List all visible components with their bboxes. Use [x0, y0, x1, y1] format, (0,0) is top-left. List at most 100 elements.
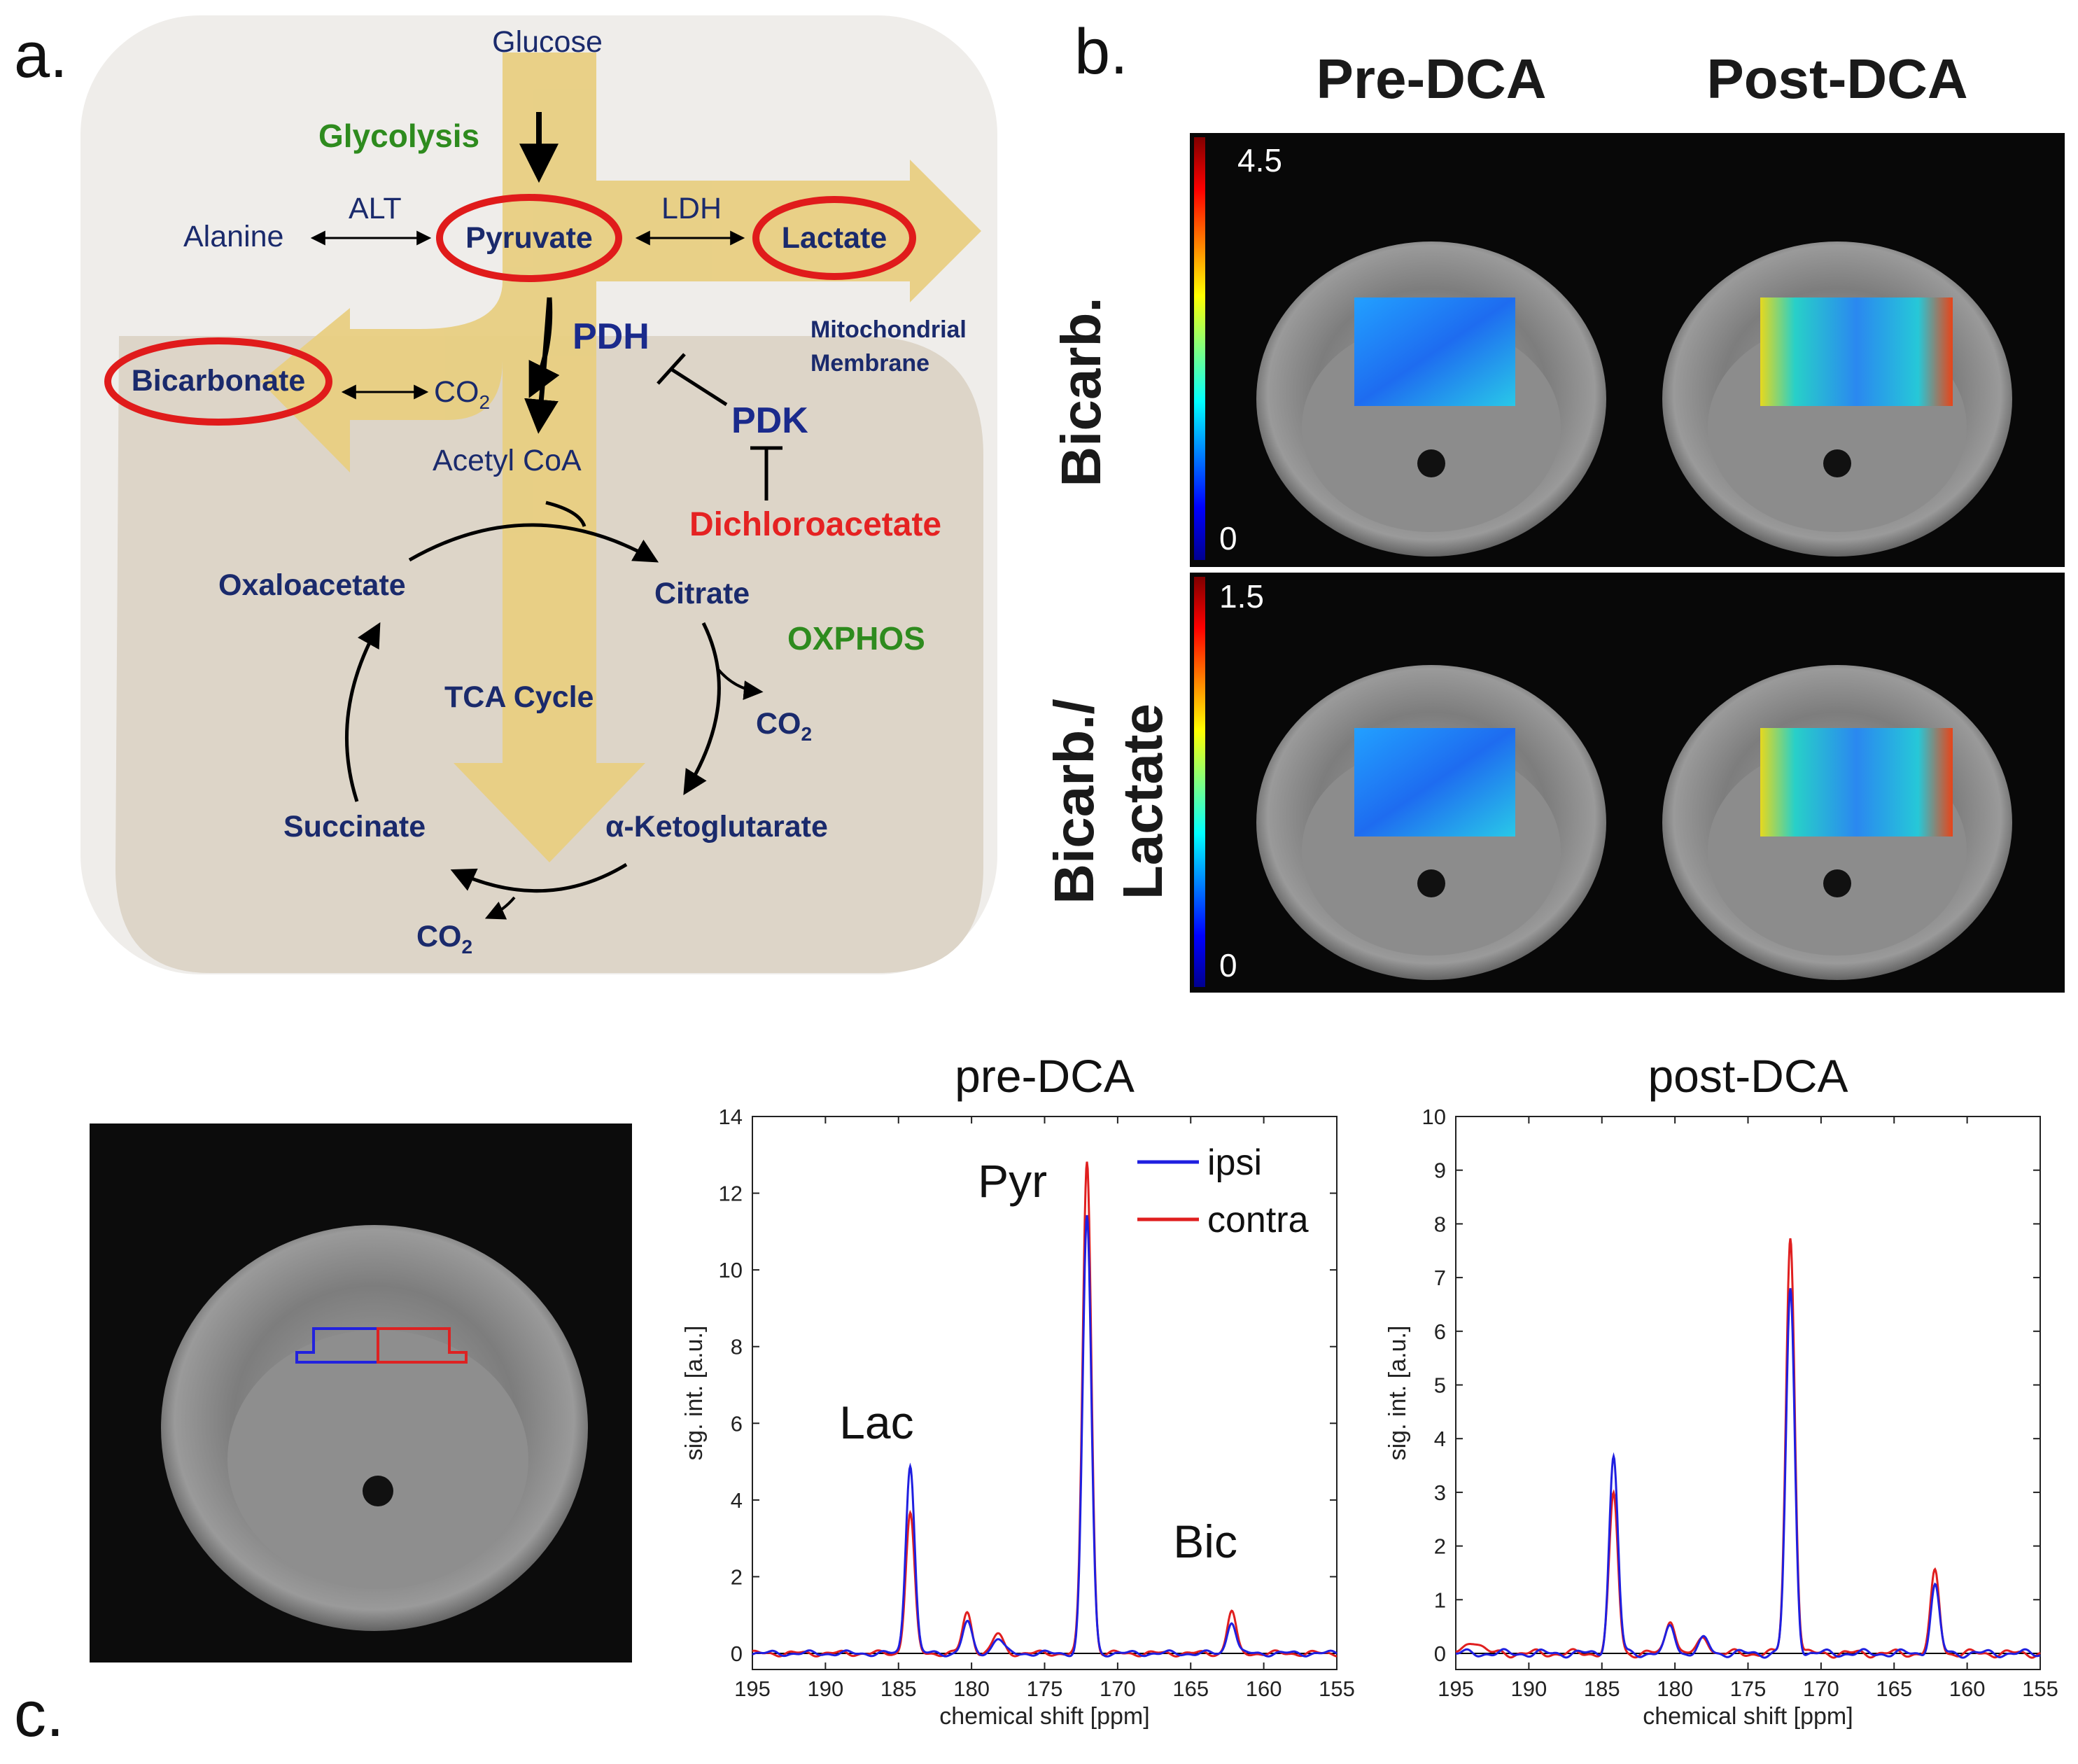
peak-annotation: Bic [1173, 1516, 1237, 1567]
x-tick-label: 165 [1876, 1676, 1912, 1701]
x-axis-label: chemical shift [ppm] [939, 1703, 1149, 1730]
row-header-bicarb: Bicarb. [1050, 297, 1112, 486]
y-tick-label: 10 [719, 1258, 743, 1282]
mito-membrane-line2: Membrane [810, 350, 929, 377]
x-tick-label: 175 [1027, 1676, 1063, 1701]
akg-label: α-Ketoglutarate [605, 810, 828, 844]
roi-anatomical-image [90, 1124, 632, 1662]
glycolysis-label: Glycolysis [318, 118, 479, 154]
x-tick-label: 175 [1730, 1676, 1767, 1701]
colorbar-top-max: 4.5 [1237, 142, 1282, 178]
colorbar-bottom [1194, 577, 1205, 987]
x-tick-label: 185 [1584, 1676, 1620, 1701]
acetyl-coa-join-arrow [545, 500, 587, 527]
succinate-to-oaa-arrow [344, 622, 381, 802]
panel-a-metabolism-diagram: a. Glucose Glycolysis Alanine ALT Pyruva… [14, 15, 997, 974]
pdk-inhibit-bar [657, 353, 686, 385]
bicarbonate-ring [104, 337, 332, 426]
bicarbonate-label: Bicarbonate [132, 364, 306, 398]
legend-entry: contra [1207, 1200, 1309, 1240]
acetyl-coa-label: Acetyl CoA [433, 444, 582, 477]
panel-label-c: c. [14, 1679, 64, 1750]
dichloroacetate-label: Dichloroacetate [689, 506, 941, 543]
y-tick-label: 2 [731, 1564, 743, 1589]
pyruvate-acetylcoa-arrow [524, 297, 559, 434]
y-tick-label: 8 [1434, 1212, 1446, 1236]
y-tick-label: 1 [1434, 1588, 1446, 1612]
ldh-label: LDH [661, 192, 722, 225]
x-tick-label: 185 [880, 1676, 917, 1701]
y-axis-label: sig. int. [a.u.] [681, 1326, 708, 1461]
colorbar-bottom-min: 0 [1219, 947, 1237, 983]
x-tick-label: 155 [2022, 1676, 2058, 1701]
x-tick-label: 190 [808, 1676, 844, 1701]
series-line-ipsi [1456, 1288, 2041, 1659]
x-tick-label: 155 [1319, 1676, 1355, 1701]
plot-frame [752, 1116, 1338, 1670]
y-tick-label: 7 [1434, 1266, 1446, 1290]
panel-label-a: a. [14, 20, 68, 91]
citrate-label: Citrate [654, 577, 750, 610]
x-tick-label: 190 [1511, 1676, 1547, 1701]
pdh-label: PDH [573, 316, 650, 357]
y-tick-label: 12 [719, 1182, 743, 1206]
chart-title: post-DCA [1648, 1050, 1848, 1102]
y-tick-label: 8 [731, 1335, 743, 1359]
brain-post-ratio [1662, 665, 2012, 980]
alt-label: ALT [349, 192, 402, 225]
citrate-co2-arrow [716, 667, 764, 701]
y-tick-label: 3 [1434, 1480, 1446, 1505]
pyruvate-label: Pyruvate [465, 221, 593, 255]
y-tick-label: 6 [1434, 1320, 1446, 1344]
y-tick-label: 0 [1434, 1642, 1446, 1666]
akg-to-succinate-arrow [450, 862, 628, 893]
row-header-ratio-line2: Lactate [1111, 704, 1174, 899]
colorbar-bottom-max: 1.5 [1219, 578, 1264, 615]
spectrum-post-dca: post-DCA 195 190 185 180 175 170 165 160 155 0 1 2 3 4… [1384, 1050, 2058, 1730]
y-axis-label: sig. int. [a.u.] [1384, 1326, 1411, 1461]
x-tick-label: 160 [1949, 1676, 1986, 1701]
co2-label-membrane: CO2 [434, 375, 490, 413]
y-tick-label: 6 [731, 1411, 743, 1436]
series-line-ipsi [752, 1214, 1338, 1658]
spectrum-pre-dca: pre-DCA 195 190 185 180 175 170 165 160 155 0 2 4 6 8 1… [681, 1050, 1355, 1730]
x-axis-label: chemical shift [ppm] [1643, 1703, 1853, 1730]
colorbar-top [1194, 137, 1205, 560]
mito-membrane-line1: Mitochondrial [810, 316, 967, 343]
chart-title: pre-DCA [955, 1050, 1135, 1102]
ratio-map-post [1760, 728, 1953, 836]
y-tick-label: 2 [1434, 1534, 1446, 1559]
oxphos-label: OXPHOS [787, 620, 925, 657]
brain-pre-bicarb [1256, 241, 1606, 556]
y-tick-label: 5 [1434, 1373, 1446, 1397]
y-tick-label: 4 [1434, 1427, 1446, 1451]
column-header-pre: Pre-DCA [1317, 48, 1547, 110]
y-tick-label: 4 [731, 1488, 743, 1513]
glucose-label: Glucose [492, 25, 603, 59]
peak-annotation: Lac [839, 1396, 913, 1448]
panel-label-b: b. [1074, 16, 1128, 88]
roi-contra-outline [377, 1327, 468, 1364]
x-tick-label: 165 [1172, 1676, 1209, 1701]
panel-b-metabolic-maps: b. Pre-DCA Post-DCA Bicarb. Bicarb./ Lac… [1043, 16, 2065, 993]
x-tick-label: 195 [734, 1676, 771, 1701]
x-tick-label: 160 [1246, 1676, 1282, 1701]
lactate-ring [752, 196, 916, 280]
x-tick-label: 180 [1657, 1676, 1693, 1701]
citrate-to-akg-arrow [683, 622, 721, 795]
colorbar-top-min: 0 [1219, 520, 1237, 556]
brain-pre-ratio [1256, 665, 1606, 980]
row-header-ratio-line1: Bicarb./ [1043, 699, 1105, 904]
pyruvate-ring [436, 194, 622, 282]
succinate-label: Succinate [283, 810, 426, 844]
pdk-inhibits-pdh [671, 368, 728, 407]
plot-frame [1455, 1116, 2041, 1670]
x-tick-label: 180 [953, 1676, 990, 1701]
glucose-to-tca-arrow [454, 52, 645, 862]
alanine-label: Alanine [183, 220, 283, 253]
y-tick-label: 14 [719, 1105, 743, 1129]
series-line-contra [752, 1161, 1338, 1658]
oaa-to-citrate-arrow [408, 523, 659, 563]
